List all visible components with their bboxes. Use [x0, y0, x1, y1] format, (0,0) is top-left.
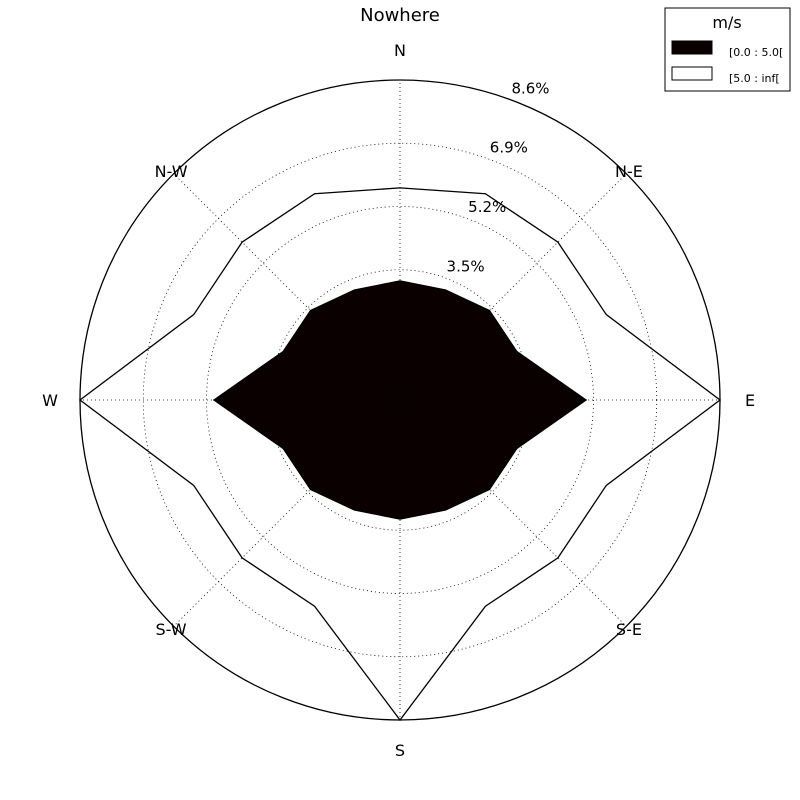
ring-label-1: 5.2%: [468, 198, 506, 216]
direction-label-S-W: S-W: [156, 620, 187, 639]
ring-label-0: 3.5%: [447, 258, 485, 276]
legend-label-low: [0.0 : 5.0[: [729, 46, 783, 59]
ring-gridline-1: [206, 206, 594, 594]
legend-title: m/s: [712, 13, 741, 32]
legend-swatch-low: [671, 40, 713, 55]
legend-swatch-high: [671, 66, 713, 81]
direction-label-E: E: [745, 391, 755, 410]
chart-title: Nowhere: [360, 5, 440, 26]
legend-label-high: [5.0 : inf[: [729, 72, 780, 85]
ring-label-2: 6.9%: [490, 139, 528, 157]
legend: m/s [0.0 : 5.0[ [5.0 : inf[: [664, 7, 791, 92]
direction-label-N-E: N-E: [615, 162, 643, 181]
ring-gridline-2: [142, 142, 658, 658]
polar-plot-area: 3.5% 5.2% 6.9% 8.6% N N-E E S-E S S-W W N-W: [42, 41, 755, 760]
direction-label-S: S: [395, 741, 405, 760]
direction-label-N-W: N-W: [155, 162, 188, 181]
polar-frame: [79, 79, 721, 721]
direction-label-W: W: [42, 391, 58, 410]
direction-label-S-E: S-E: [616, 620, 642, 639]
ring-label-3: 8.6%: [511, 79, 549, 97]
direction-label-N: N: [394, 41, 406, 60]
ring-gridline-0: [269, 269, 531, 531]
